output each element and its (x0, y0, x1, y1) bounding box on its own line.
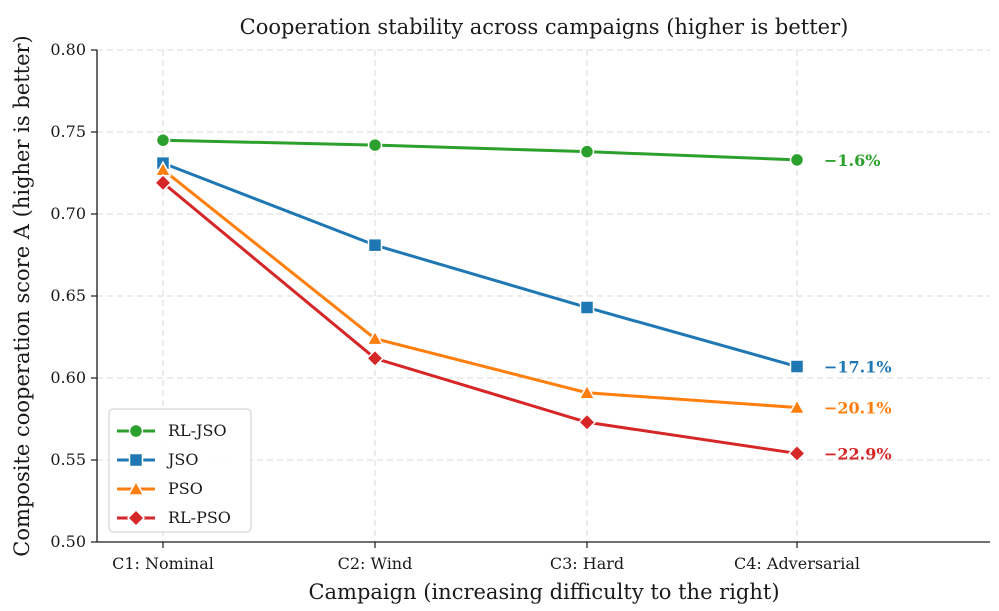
legend-box (108, 408, 252, 533)
legend-marker (128, 452, 144, 468)
series-jso (155, 155, 805, 374)
data-point (579, 144, 595, 159)
data-point (153, 173, 173, 192)
y-tick-label: 0.80 (50, 40, 86, 59)
legend-entry: PSO (117, 479, 203, 498)
x-axis-label: Campaign (increasing difficulty to the r… (308, 580, 779, 604)
series-line (162, 168, 798, 410)
data-point (578, 383, 596, 400)
y-tick-label: 0.60 (50, 368, 86, 387)
data-point (788, 398, 806, 415)
y-axis-label: Composite cooperation score A (higher is… (10, 35, 34, 557)
legend-entry: RL-PSO (117, 508, 231, 528)
y-tick-label: 0.75 (50, 122, 86, 141)
data-point (579, 300, 595, 315)
data-point (789, 152, 805, 168)
y-tick-label: 0.55 (50, 450, 86, 469)
data-point (367, 237, 383, 253)
series-rl-pso (153, 173, 807, 463)
end-labels: −1.6% −17.1% −20.1% −22.9% (824, 151, 892, 464)
y-tick-label: 0.70 (50, 204, 86, 223)
series-line (162, 181, 798, 455)
legend-label: RL-JSO (168, 421, 227, 440)
x-tick-label: C1: Nominal (112, 554, 214, 573)
series (153, 132, 807, 463)
legend-label: PSO (168, 479, 203, 498)
chart-title: Cooperation stability across campaigns (… (240, 15, 849, 39)
data-point (367, 137, 383, 153)
legend-marker (126, 508, 146, 528)
series-pso (154, 160, 806, 415)
data-point (365, 349, 385, 368)
end-label: −17.1% (824, 358, 892, 377)
legend-items: RL-JSO JSO PSO RL-PSO (117, 421, 231, 528)
legend: RL-JSO JSO PSO RL-PSO (108, 408, 252, 533)
x-tick-label: C2: Wind (338, 554, 413, 573)
y-tick-label: 0.65 (50, 286, 86, 305)
legend-entry: RL-JSO (117, 421, 227, 440)
end-label: −22.9% (824, 444, 892, 463)
y-ticks: 0.50 0.55 0.60 0.65 0.70 0.75 0.80 (50, 40, 97, 551)
data-point (789, 359, 805, 374)
end-label: −1.6% (824, 151, 880, 170)
legend-label: JSO (166, 450, 199, 469)
data-point (366, 329, 384, 346)
legend-marker (128, 423, 144, 439)
x-tick-label: C4: Adversarial (734, 554, 860, 573)
x-ticks: C1: Nominal C2: Wind C3: Hard C4: Adversari… (112, 542, 860, 573)
legend-label: RL-PSO (168, 508, 231, 527)
legend-marker (127, 479, 145, 496)
data-point (577, 413, 597, 432)
legend-entry: JSO (117, 450, 199, 469)
data-point (155, 132, 171, 148)
end-label: −20.1% (824, 399, 892, 418)
x-tick-label: C3: Hard (550, 554, 624, 573)
series-line (162, 161, 798, 368)
y-tick-label: 0.50 (50, 532, 86, 551)
series-rl-jso (155, 132, 805, 168)
series-line (162, 138, 798, 162)
data-point (787, 444, 807, 463)
